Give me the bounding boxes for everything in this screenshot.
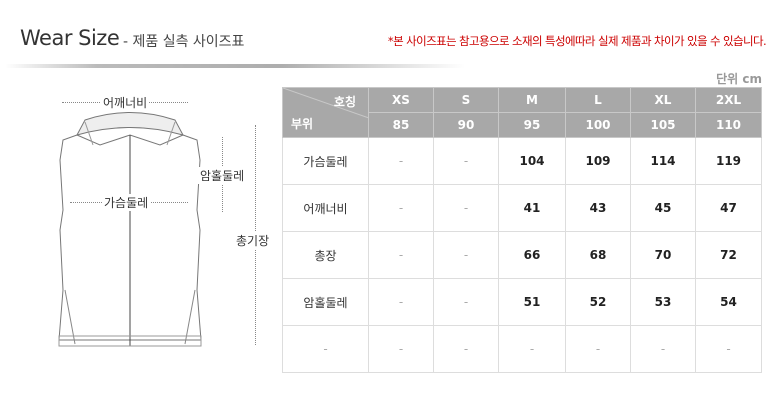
measurement-cell: 43	[565, 184, 631, 232]
measurement-cell: -	[368, 231, 434, 279]
row-label: -	[282, 325, 369, 373]
size-header: S	[433, 87, 499, 113]
label-length: 총기장	[234, 232, 272, 249]
table-row: 총장 - -66 68 70 72	[282, 231, 762, 279]
size-header: L	[565, 87, 631, 113]
measurement-cell: -	[368, 137, 434, 185]
measurement-cell: 114	[630, 137, 696, 185]
measurement-cell: 119	[695, 137, 762, 185]
measurement-cell: -	[368, 184, 434, 232]
size-header: 2XL	[695, 87, 762, 113]
size-header-row: 호칭 부위 XS S M L XL 2XL	[282, 87, 762, 138]
measurement-cell: -	[433, 325, 499, 373]
corner-cell: 호칭 부위	[282, 87, 369, 138]
measurement-cell: -	[433, 231, 499, 279]
measurement-cell: 109	[565, 137, 631, 185]
measurement-cell: 52	[565, 278, 631, 326]
row-label: 가슴둘레	[282, 137, 369, 185]
vest-illustration	[58, 112, 202, 347]
table-row: 어깨너비 - -41 43 45 47	[282, 184, 762, 232]
size-table: 호칭 부위 XS S M L XL 2XL 85 90 95 100 105 1…	[282, 87, 762, 373]
size-number: 100	[565, 112, 631, 138]
measurement-cell: 45	[630, 184, 696, 232]
label-chest: 가슴둘레	[102, 194, 151, 211]
measurement-cell: -	[630, 325, 696, 373]
measurement-cell: -	[695, 325, 762, 373]
measurement-cell: 70	[630, 231, 696, 279]
measurement-cell: 72	[695, 231, 762, 279]
divider	[5, 64, 465, 68]
row-label: 어깨너비	[282, 184, 369, 232]
size-number: 95	[498, 112, 566, 138]
measurement-cell: -	[498, 325, 566, 373]
row-label: 암홀둘레	[282, 278, 369, 326]
measurement-cell: -	[433, 278, 499, 326]
measurement-cell: 53	[630, 278, 696, 326]
size-header: XL	[630, 87, 696, 113]
size-notice: *본 사이즈표는 참고용으로 소재의 특성에따라 실제 제품과 차이가 있을 수…	[387, 34, 767, 48]
size-header: M	[498, 87, 566, 113]
page-subtitle: - 제품 실측 사이즈표	[123, 34, 245, 50]
row-label: 총장	[282, 231, 369, 279]
size-number: 85	[368, 112, 434, 138]
label-armhole: 암홀둘레	[198, 167, 247, 184]
measurement-cell: 51	[498, 278, 566, 326]
table-row: -------	[282, 325, 762, 373]
size-number: 105	[630, 112, 696, 138]
measurement-cell: 47	[695, 184, 762, 232]
size-number: 90	[433, 112, 499, 138]
label-shoulder: 어깨너비	[101, 94, 150, 111]
corner-size-label: 호칭	[333, 95, 356, 109]
measurement-cell: 54	[695, 278, 762, 326]
size-number: 110	[695, 112, 762, 138]
measurement-cell: 41	[498, 184, 566, 232]
size-header: XS	[368, 87, 434, 113]
measurement-cell: 66	[498, 231, 566, 279]
page-title: Wear Size	[20, 26, 120, 50]
measurement-cell: -	[433, 184, 499, 232]
measurement-cell: 104	[498, 137, 566, 185]
corner-part-label: 부위	[291, 117, 314, 131]
unit-label: 단위 cm	[716, 72, 762, 86]
measurement-cell: 68	[565, 231, 631, 279]
table-row: 암홀둘레 - -51 52 53 54	[282, 278, 762, 326]
measurement-cell: -	[368, 325, 434, 373]
measurement-cell: -	[565, 325, 631, 373]
table-row: 가슴둘레 - -104 109 114 119	[282, 137, 762, 185]
measurement-cell: -	[433, 137, 499, 185]
measurement-cell: -	[368, 278, 434, 326]
